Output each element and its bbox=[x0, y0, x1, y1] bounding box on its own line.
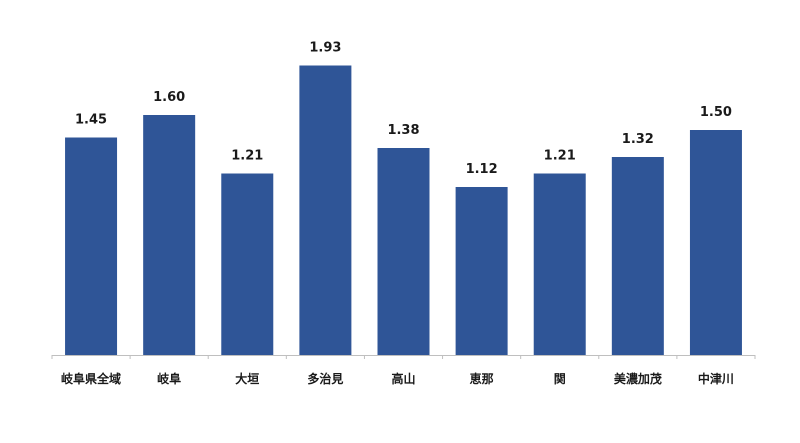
bar bbox=[689, 130, 742, 355]
category-label: 岐阜 bbox=[157, 371, 181, 386]
bar-value-label: 1.45 bbox=[75, 113, 107, 128]
bar bbox=[611, 157, 664, 355]
bar bbox=[533, 173, 586, 355]
category-label: 高山 bbox=[391, 371, 415, 386]
bar-value-label: 1.50 bbox=[700, 105, 732, 120]
bar bbox=[299, 65, 352, 355]
x-ticks-group bbox=[51, 355, 756, 359]
bar-value-label: 1.21 bbox=[544, 149, 576, 164]
category-label: 美濃加茂 bbox=[614, 371, 662, 386]
category-label: 多治見 bbox=[307, 371, 343, 386]
bar bbox=[455, 187, 508, 355]
category-label: 大垣 bbox=[235, 371, 259, 386]
bars-group bbox=[65, 65, 742, 355]
category-label: 関 bbox=[554, 372, 566, 386]
bar bbox=[377, 148, 430, 355]
category-labels-group: 岐阜県全域 岐阜 大垣 多治見 高山 恵那 関 美濃加茂 中津川 bbox=[61, 371, 734, 386]
category-label: 中津川 bbox=[698, 371, 734, 386]
bar-value-label: 1.32 bbox=[622, 132, 654, 147]
bar-value-label: 1.60 bbox=[153, 90, 185, 105]
value-labels-group: 1.45 1.60 1.21 1.93 1.38 1.12 1.21 1.32 1.50 bbox=[75, 41, 732, 178]
bar-value-label: 1.21 bbox=[231, 149, 263, 164]
bar bbox=[143, 115, 196, 355]
bar-value-label: 1.38 bbox=[387, 123, 419, 138]
category-label: 恵那 bbox=[470, 371, 494, 386]
bar-value-label: 1.93 bbox=[309, 41, 341, 56]
category-label: 岐阜県全域 bbox=[61, 371, 121, 386]
bar bbox=[65, 137, 118, 355]
bar-value-label: 1.12 bbox=[466, 162, 498, 177]
bar bbox=[221, 173, 274, 355]
